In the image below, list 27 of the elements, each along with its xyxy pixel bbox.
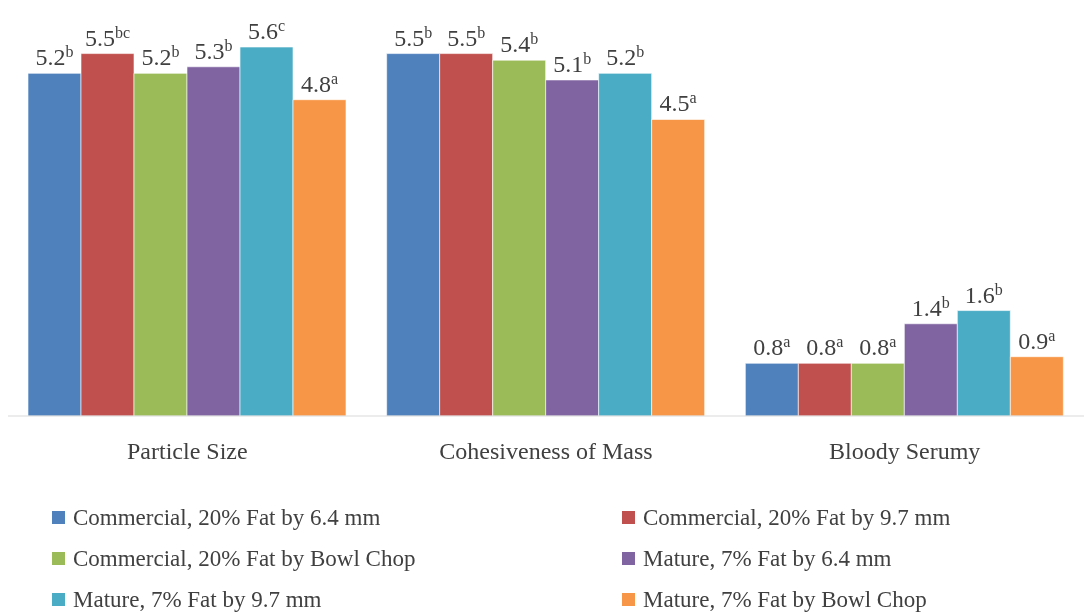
data-label: 1.4$^{b}$ (911, 293, 950, 321)
data-label: 5.1$^{b}$ (553, 49, 592, 77)
legend-label: Mature, 7% Fat by 9.7 mm (73, 586, 322, 613)
data-label: 5.5$^{b}$ (447, 23, 486, 51)
legend-label: Commercial, 20% Fat by 9.7 mm (643, 504, 951, 531)
data-label: 5.2$^{b}$ (35, 42, 74, 71)
x-tick-label: Bloody Serumy (828, 438, 981, 465)
data-label: 5.5$^{b}$ (394, 23, 433, 51)
data-label: 5.3$^{b}$ (194, 36, 233, 64)
legend-label: Commercial, 20% Fat by Bowl Chop (73, 545, 416, 572)
data-label: 0.8$^{a}$ (753, 332, 791, 361)
legend-label: Mature, 7% Fat by Bowl Chop (643, 586, 927, 613)
data-label: 5.6$^{c}$ (247, 16, 286, 44)
data-label: 5.5$^{bc}$ (84, 23, 131, 51)
data-label: 0.8$^{a}$ (806, 332, 844, 361)
legend-label: Commercial, 20% Fat by 6.4 mm (73, 504, 381, 531)
data-label: 4.8$^{a}$ (300, 69, 339, 97)
data-label: 5.2$^{b}$ (606, 42, 645, 71)
data-label: 0.9$^{a}$ (1018, 326, 1056, 354)
x-tick-label: Particle Size (127, 438, 248, 465)
data-label: 5.4$^{b}$ (500, 29, 539, 58)
data-label: 4.5$^{a}$ (659, 88, 697, 117)
data-label: 1.6$^{b}$ (964, 280, 1003, 308)
x-tick-label: Cohesiveness of Mass (439, 438, 653, 465)
legend-label: Mature, 7% Fat by 6.4 mm (643, 545, 892, 572)
data-label: 0.8$^{a}$ (859, 332, 897, 361)
data-label: 5.2$^{b}$ (141, 42, 180, 71)
